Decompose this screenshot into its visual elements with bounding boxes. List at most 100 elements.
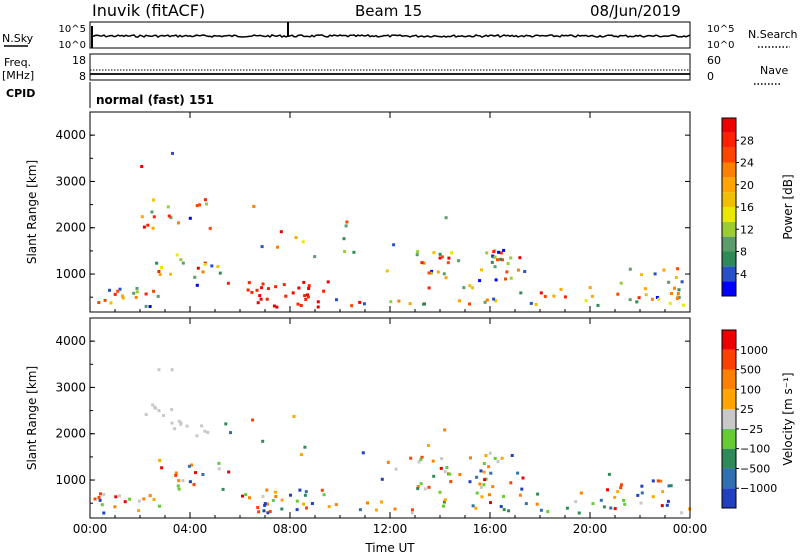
power-cell <box>478 279 482 283</box>
power-cell <box>108 288 111 292</box>
velocity-cell <box>263 503 267 507</box>
power-cell <box>677 296 681 300</box>
velocity-cell <box>479 469 483 473</box>
power-cell <box>643 287 647 291</box>
velocity-cell <box>152 498 156 501</box>
power-cell <box>301 240 305 244</box>
velocity-cell <box>659 479 663 483</box>
velocity-cell <box>484 454 488 458</box>
velocity-cell <box>536 492 540 496</box>
power-cell <box>156 294 160 298</box>
power-cell <box>420 261 424 265</box>
power-cell <box>171 151 174 155</box>
velocity-cell <box>546 510 550 514</box>
velocity-cell <box>206 430 210 434</box>
velocity-cell <box>471 504 475 508</box>
velocity-cell <box>458 473 462 476</box>
power-cell <box>306 293 309 297</box>
velocity-cell <box>416 487 420 491</box>
power-cell <box>519 291 523 295</box>
velocity-cell <box>374 508 378 512</box>
power-cell <box>152 198 156 202</box>
velocity-cell <box>431 459 435 463</box>
power-colorbar-label: 12 <box>740 223 754 236</box>
velocity-xtick-label: 04:00 <box>173 522 208 536</box>
velocity-cell <box>303 493 307 497</box>
power-cell <box>109 301 113 305</box>
velocity-cell <box>448 472 452 476</box>
velocity-cell <box>334 503 338 507</box>
velocity-cell <box>170 408 174 412</box>
velocity-ytick-label: 4000 <box>55 334 86 348</box>
velocity-cell <box>445 466 449 469</box>
velocity-cell <box>386 460 390 464</box>
power-cell <box>316 300 320 304</box>
velocity-cell <box>304 490 308 494</box>
power-cell <box>450 251 453 255</box>
power-cell <box>193 275 197 279</box>
nsky-series-line <box>91 34 691 39</box>
velocity-cell <box>616 490 620 494</box>
velocity-cell <box>102 511 106 515</box>
power-cell <box>226 281 230 285</box>
power-cell <box>493 255 497 259</box>
power-cell <box>492 250 496 254</box>
velocity-cell <box>262 509 266 513</box>
power-cell <box>628 267 632 271</box>
date-title: 08/Jun/2019 <box>590 2 681 20</box>
velocity-cell <box>274 495 278 498</box>
power-cell <box>637 296 641 300</box>
velocity-cell <box>502 508 506 512</box>
velocity-cell <box>639 501 643 505</box>
power-cell <box>282 283 286 287</box>
power-cell <box>167 214 171 218</box>
velocity-cell <box>299 453 303 457</box>
velocity-cell <box>174 471 178 475</box>
power-data-cells <box>97 151 685 309</box>
power-ylabel: Slant Range [km] <box>25 160 39 264</box>
power-cell <box>499 257 503 261</box>
power-cell <box>539 291 543 295</box>
velocity-cell <box>177 479 181 483</box>
power-cell <box>316 305 320 309</box>
power-colorbar-title: Power [dB] <box>781 174 795 239</box>
velocity-cell <box>241 494 244 498</box>
power-cell <box>676 267 680 271</box>
velocity-cell <box>510 454 514 457</box>
velocity-xtick-label: 08:00 <box>273 522 308 536</box>
power-colorbar-segment <box>722 132 736 148</box>
nsearch-label: N.Search <box>748 28 798 41</box>
velocity-cell <box>599 498 603 502</box>
velocity-cell <box>305 506 308 510</box>
velocity-cell <box>229 431 232 435</box>
velocity-cell <box>303 445 307 449</box>
power-cell <box>166 205 170 209</box>
power-ytick-label: 3000 <box>55 174 86 188</box>
velocity-cell <box>416 485 420 488</box>
power-cell <box>485 298 489 302</box>
velocity-cell <box>256 506 260 509</box>
power-cell <box>408 302 412 306</box>
velocity-cell <box>181 479 185 483</box>
velocity-cell <box>579 491 583 495</box>
power-cell <box>675 297 679 301</box>
power-cell <box>389 300 393 304</box>
power-cell <box>345 220 349 224</box>
velocity-cell <box>203 429 207 433</box>
power-cell <box>502 248 506 252</box>
velocity-cell <box>482 483 486 487</box>
power-cell <box>181 261 185 265</box>
power-cell <box>596 303 600 307</box>
velocity-cell <box>489 471 493 475</box>
power-cell <box>543 295 547 298</box>
velocity-cell <box>142 497 146 501</box>
velocity-cell <box>442 504 445 508</box>
velocity-cell <box>669 484 673 488</box>
power-cell <box>681 303 685 307</box>
velocity-cell <box>482 462 486 465</box>
velocity-cell <box>217 461 221 465</box>
power-cell <box>276 245 279 249</box>
power-cell <box>157 270 161 273</box>
velocity-cell <box>113 505 117 509</box>
power-cell <box>151 226 155 230</box>
